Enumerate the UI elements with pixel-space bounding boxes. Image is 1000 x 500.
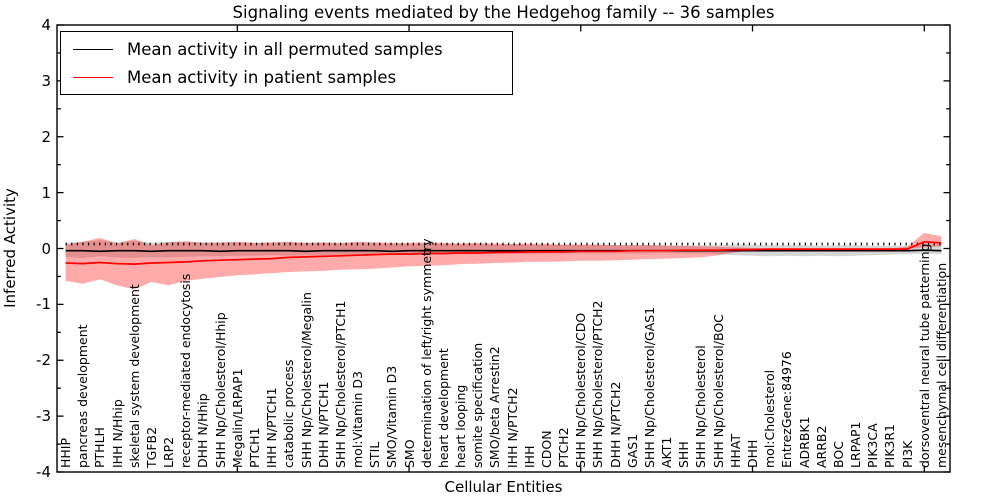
x-tick-label: ADRBK1 xyxy=(796,416,812,468)
legend-entry: Mean activity in patient samples xyxy=(61,63,512,91)
x-tick-label: DHH N/PTCH1 xyxy=(315,381,331,468)
legend-line-sample xyxy=(73,48,113,50)
x-tick-label: STIL xyxy=(367,441,383,468)
y-tick-label: 0 xyxy=(41,239,51,258)
legend-entry: Mean activity in all permuted samples xyxy=(61,35,512,63)
x-tick-label: PI3K xyxy=(899,440,915,468)
x-tick-label: IHH xyxy=(521,445,537,469)
y-tick-label: 3 xyxy=(41,71,51,90)
x-tick-label: AKT1 xyxy=(659,436,675,468)
legend-line-sample xyxy=(73,76,113,78)
x-tick-label: SMO/beta Arrestin2 xyxy=(487,346,503,468)
x-tick-label: Megalin/LRPAP1 xyxy=(229,368,245,468)
x-tick-label: DHH N/PTCH2 xyxy=(607,381,623,468)
x-tick-label: SMO/Vitamin D3 xyxy=(384,365,400,468)
legend-label: Mean activity in all permuted samples xyxy=(127,39,443,59)
x-tick-label: pancreas development xyxy=(75,324,91,468)
x-tick-label: BOC xyxy=(830,441,846,468)
x-tick-label: HHIP xyxy=(58,437,74,468)
y-tick-label: -4 xyxy=(36,463,51,481)
x-tick-label: SHH Np/Cholesterol xyxy=(693,345,709,468)
y-tick-label: -2 xyxy=(36,351,51,370)
x-tick-label: PTCH2 xyxy=(556,427,572,468)
chart-title: Signaling events mediated by the Hedgeho… xyxy=(232,3,775,22)
x-tick-label: GAS1 xyxy=(624,433,640,468)
x-tick-label: SHH xyxy=(676,441,692,468)
x-tick-label: PIK3R1 xyxy=(882,423,898,468)
x-tick-label: heart looping xyxy=(453,384,469,468)
x-tick-label: ARRB2 xyxy=(813,425,829,468)
y-tick-label: 4 xyxy=(41,16,51,34)
x-tick-label: DHH xyxy=(745,439,760,468)
x-tick-label: receptor-mediated endocytosis xyxy=(178,273,194,468)
x-tick-label: TGFB2 xyxy=(143,426,159,468)
x-tick-label: skeletal system development xyxy=(126,284,142,468)
x-tick-label: SHH Np/Cholesterol/PTCH1 xyxy=(332,300,348,469)
axis-frame xyxy=(56,24,951,473)
x-tick-label: SHH Np/Cholesterol/GAS1 xyxy=(641,306,657,468)
x-tick-label: CDON xyxy=(538,430,554,468)
x-tick-label: HHAT xyxy=(727,433,743,468)
x-tick-label: PIK3CA xyxy=(865,423,881,468)
x-tick-label: catabolic process xyxy=(281,359,297,468)
y-tick-label: -3 xyxy=(36,407,51,426)
x-axis-label: Cellular Entities xyxy=(444,478,563,496)
x-tick-label: mol:Vitamin D3 xyxy=(350,371,366,468)
x-tick-label: SHH Np/Cholesterol/PTCH2 xyxy=(590,300,606,469)
x-tick-label: IHH N/Hhip xyxy=(109,399,125,468)
x-tick-label: dorsoventral neural tube patterning xyxy=(916,243,932,469)
patient-mean-line xyxy=(65,240,942,265)
permuted-mean-line xyxy=(65,249,942,253)
legend-label: Mean activity in patient samples xyxy=(127,67,397,87)
x-tick-label: SHH Np/Cholesterol/CDO xyxy=(573,312,589,468)
x-tick-label: EntrezGene:84976 xyxy=(779,351,795,468)
patient-range-band xyxy=(65,232,942,290)
x-tick-label: LRPAP1 xyxy=(848,421,864,468)
y-tick-label: -1 xyxy=(36,295,51,314)
x-tick-label: PTHLH xyxy=(92,427,108,468)
x-tick-label: heart development xyxy=(435,348,451,468)
x-tick-label: mesenchymal cell differentiation xyxy=(933,262,949,468)
x-tick-label: determination of left/right symmetry xyxy=(418,238,434,469)
y-tick-label: 2 xyxy=(41,127,51,146)
x-tick-label: mol:Cholesterol xyxy=(762,369,778,468)
x-tick-label: IHH N/PTCH2 xyxy=(504,387,520,468)
x-tick-label: DHH N/Hhip xyxy=(195,393,211,468)
x-tick-label: SHH Np/Cholesterol/Megalin xyxy=(298,292,314,468)
x-tick-label: LRP2 xyxy=(161,436,177,468)
x-tick-label: SHH Np/Cholesterol/BOC xyxy=(710,314,726,468)
y-tick-label: 1 xyxy=(41,183,51,202)
x-tick-label: SHH Np/Cholesterol/Hhip xyxy=(212,312,228,468)
x-tick-label: IHH N/PTCH1 xyxy=(264,387,280,468)
x-tick-label: somite specification xyxy=(470,342,486,468)
legend: Mean activity in all permuted samples Mea… xyxy=(60,31,513,95)
x-tick-label: SMO xyxy=(401,439,417,468)
x-tick-label: PTCH1 xyxy=(246,427,262,468)
